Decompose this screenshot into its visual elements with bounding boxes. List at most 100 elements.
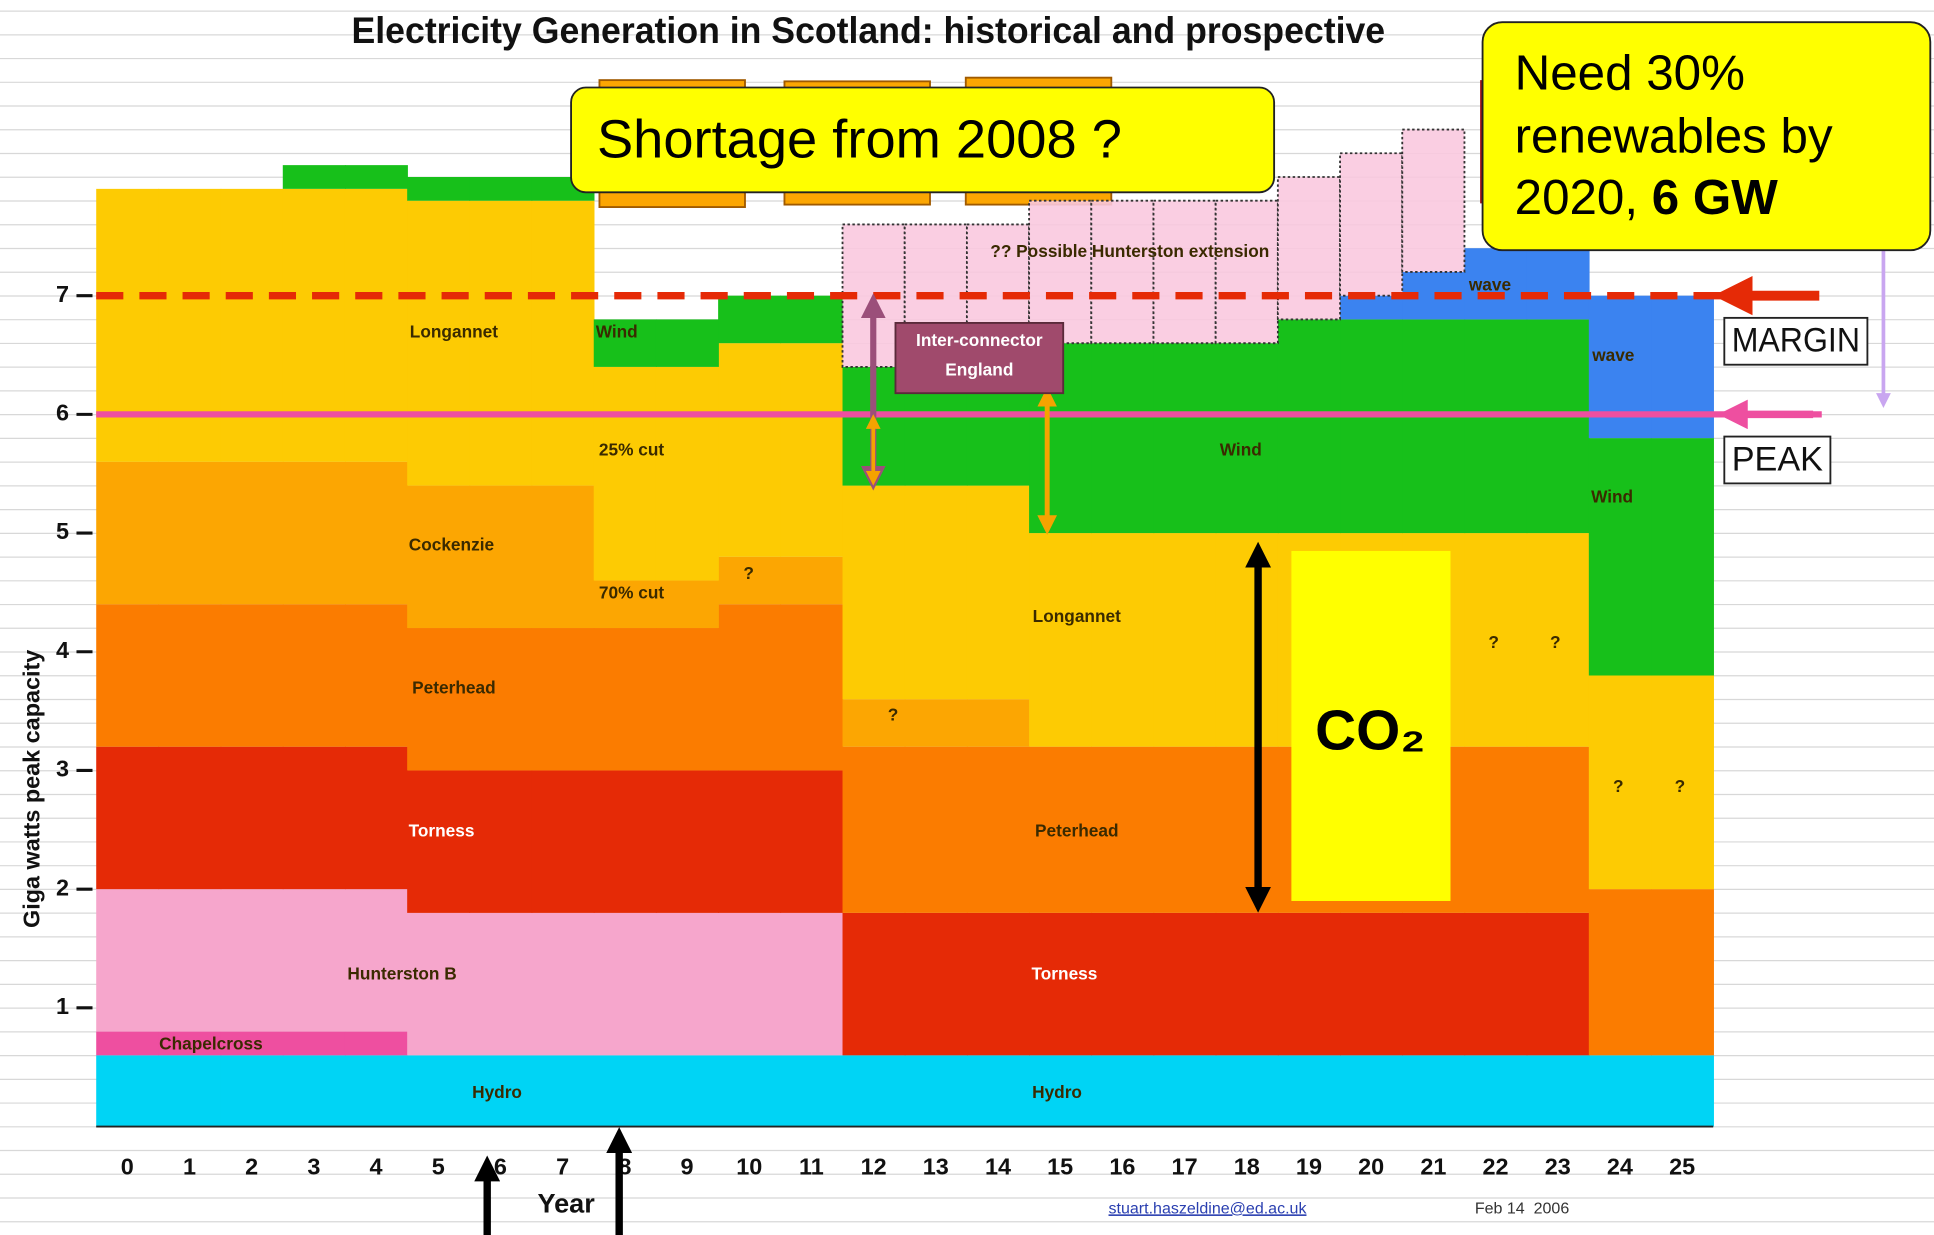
layer-segment: [655, 912, 719, 1056]
layer-segment: [655, 1055, 719, 1127]
layer-label: Peterhead: [412, 678, 495, 698]
callout-text: Need 30%: [1515, 45, 1745, 100]
annotation: ?: [1550, 632, 1561, 652]
layer-segment: [220, 1055, 284, 1127]
co2-box: [1291, 550, 1451, 901]
layer-segment: [1029, 1055, 1093, 1127]
layer-segment: [531, 628, 595, 771]
layer-segment: [407, 485, 471, 629]
layer-segment: [220, 188, 284, 462]
layer-segment: [1277, 1055, 1341, 1127]
layer-segment: [1651, 438, 1714, 676]
layer-segment: [966, 912, 1030, 1056]
x-tick-label: 18: [1234, 1154, 1260, 1180]
layer-segment: [1029, 746, 1093, 913]
layer-segment: [407, 200, 471, 486]
plot: [96, 76, 1714, 1127]
layer-segment: [718, 1055, 782, 1127]
layer-segment: [282, 1031, 346, 1056]
layer-segment: [220, 1031, 284, 1056]
layer-segment: [1153, 343, 1217, 534]
layer-segment: [780, 604, 844, 771]
layer-segment: [1215, 343, 1279, 534]
layer-segment: [282, 165, 346, 189]
layer-segment: [718, 343, 782, 557]
layer-segment: [1651, 1055, 1714, 1127]
reference-label: PEAK: [1732, 440, 1823, 478]
layer-segment: [344, 1055, 408, 1127]
layer-segment: [842, 746, 906, 913]
layer-segment: [531, 1055, 595, 1127]
layer-segment: [1588, 438, 1652, 676]
x-tick-label: 0: [121, 1154, 134, 1180]
interconnector-label: England: [945, 360, 1013, 380]
layer-segment: [469, 628, 533, 771]
layer-segment: [531, 485, 595, 629]
layer-segment: [158, 604, 222, 747]
layer-segment: [780, 343, 844, 557]
layer-segment: [842, 1055, 906, 1127]
y-tick-label: 2: [56, 874, 69, 900]
layer-segment: [1340, 295, 1403, 320]
layer-segment: [407, 770, 471, 913]
layer-segment: [220, 461, 284, 605]
layer-label: Longannet: [410, 321, 498, 341]
layer-segment: [1091, 912, 1155, 1056]
layer-segment: [407, 176, 471, 201]
y-tick-label: 1: [56, 993, 69, 1019]
layer-segment: [531, 200, 595, 486]
layer-segment: [1464, 1055, 1528, 1127]
layer-segment: [531, 912, 595, 1056]
layer-segment: [407, 628, 471, 771]
annotation: Torness: [1032, 964, 1098, 984]
layer-label: Hunterston B: [347, 964, 456, 984]
layer-segment: [282, 461, 346, 605]
layer-segment: [96, 461, 160, 605]
y-tick-label: 4: [56, 637, 69, 663]
layer-segment: [1339, 152, 1404, 297]
layer-segment: [158, 746, 222, 890]
layer-segment: [1277, 319, 1341, 534]
layer-segment: [718, 556, 782, 605]
layer-segment: [904, 746, 968, 913]
layer-segment: [96, 604, 160, 747]
layer-segment: [344, 1031, 408, 1056]
layer-segment: [593, 580, 657, 629]
layer-segment: [904, 485, 968, 700]
layer-segment: [1029, 912, 1093, 1056]
layer-segment: [1464, 319, 1528, 534]
layer-segment: [1526, 533, 1590, 747]
layer-segment: [158, 1031, 222, 1056]
layer-segment: [966, 699, 1030, 747]
layer-segment: [1464, 248, 1528, 320]
x-tick-label: 5: [432, 1154, 445, 1180]
layer-segment: [531, 770, 595, 913]
layer-segment: [407, 912, 471, 1056]
annotation: ?: [1488, 632, 1499, 652]
layer-segment: [780, 295, 844, 344]
layer-segment: [96, 746, 160, 890]
x-tick-label: 13: [923, 1154, 949, 1180]
layer-segment: [1153, 912, 1217, 1056]
layer-segment: [158, 461, 222, 605]
layer-segment: [655, 770, 719, 913]
layer-segment: [904, 699, 968, 747]
layer-segment: [904, 912, 968, 1056]
layer-segment: [966, 1055, 1030, 1127]
layer-segment: [1029, 533, 1093, 747]
x-tick-label: 14: [985, 1154, 1011, 1180]
layer-segment: [1526, 746, 1590, 913]
interconnector-box: [894, 321, 1065, 395]
x-tick-label: 9: [681, 1154, 694, 1180]
co2-label: CO₂: [1315, 700, 1425, 763]
layer-segment: [1464, 912, 1528, 1056]
x-tick-label: 25: [1669, 1154, 1695, 1180]
layer-segment: [96, 1055, 160, 1127]
layer-segment: [1214, 199, 1279, 345]
callout-text: renewables by: [1515, 108, 1833, 163]
layer-segment: [1153, 1055, 1217, 1127]
x-tick-label: 6: [494, 1154, 507, 1180]
layer-segment: [593, 770, 657, 913]
x-tick-label: 11: [799, 1154, 824, 1180]
